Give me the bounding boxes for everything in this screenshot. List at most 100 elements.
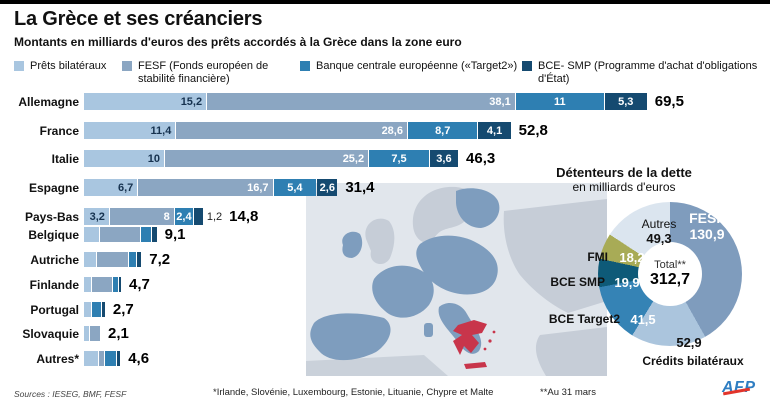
bar-row-italie: Italie 10 25,2 7,5 3,6 46,3	[0, 150, 495, 167]
map-turkey	[535, 327, 607, 376]
segment-value-label: 2,6	[319, 181, 335, 194]
bar-segment-bilateral	[84, 351, 99, 366]
bar-segment-bilateral: 6,7	[84, 179, 138, 196]
bar-row-belgique: Belgique 9,1	[0, 226, 186, 243]
bar-segment-smp: 3,6	[429, 150, 459, 167]
legend-label: BCE- SMP (Programme d'achat d'obligation…	[538, 60, 758, 85]
donut-slice-value-autres: 49,3	[646, 231, 672, 246]
map-ireland	[342, 231, 363, 258]
country-label: Italie	[51, 151, 79, 166]
map-france	[372, 265, 434, 318]
segment-value-label: 6,7	[117, 181, 134, 194]
bar-segment-fesf: 25,2	[165, 150, 369, 167]
country-label: Pays-Bas	[24, 209, 79, 224]
segment-value-label: 4,1	[486, 124, 503, 137]
bar-segment-smp	[194, 208, 203, 225]
country-label: Autriche	[30, 252, 79, 267]
country-label: Allemagne	[18, 94, 79, 109]
donut-title-line2: en milliards d'euros	[572, 180, 676, 194]
segment-value-label: 5,3	[618, 95, 634, 108]
donut-title: Détenteurs de la dette en milliards d'eu…	[548, 165, 700, 194]
map-central-europe	[416, 235, 498, 295]
segment-value-label: 25,2	[342, 152, 365, 165]
bar-segment-target2: 8,7	[407, 122, 478, 139]
europe-map	[306, 183, 607, 376]
legend-label: Banque centrale européenne («Target2»)	[316, 60, 518, 72]
map-sardinia	[424, 323, 433, 337]
country-label: Portugal	[30, 302, 79, 317]
bar-segment-fesf: 38,1	[207, 93, 515, 110]
bar-segment-fesf: 16,7	[138, 179, 273, 196]
bar-row-finlande: Finlande 4,7	[0, 276, 150, 293]
map-eastern-europe	[503, 199, 607, 313]
bar-segment-smp	[152, 227, 157, 242]
bar-segment-smp	[117, 351, 121, 366]
bar-segment-fesf: 8	[109, 208, 174, 225]
bar-row-france: France 11,4 28,6 8,7 4,1 52,8	[0, 122, 548, 139]
donut-center: Total** 312,7	[638, 242, 702, 306]
bar-segment-bilateral: 3,2	[84, 208, 109, 225]
donut-slice-value-crditsbilatraux: 52,9	[676, 335, 702, 350]
bar-segment-target2	[105, 351, 117, 366]
segment-value-label: 2,4	[176, 210, 192, 223]
map-greek-island	[488, 339, 492, 343]
target2-swatch-icon	[300, 61, 310, 71]
segment-value-label: 3,6	[436, 152, 452, 165]
smp-swatch-icon	[522, 61, 532, 71]
row-total-label: 2,1	[107, 325, 129, 342]
map-uk	[365, 218, 395, 265]
legend-label: FESF (Fonds européen de stabilité financ…	[138, 60, 269, 85]
legend-label: Prêts bilatéraux	[30, 60, 107, 72]
footnote-countries: *Irlande, Slovénie, Luxembourg, Estonie,…	[213, 387, 494, 398]
bar-row-paysbas: Pays-Bas 3,2 8 2,4 1,2 14,8	[0, 208, 258, 225]
country-label: France	[39, 123, 79, 138]
bar-row-allemagne: Allemagne 15,2 38,1 11 5,3 69,5	[0, 93, 684, 110]
bar-segment-smp	[101, 302, 105, 317]
donut-slice-label-crditsbilatraux: Crédits bilatéraux	[642, 354, 744, 368]
page-subtitle: Montants en milliards d'euros des prêts …	[14, 35, 462, 49]
row-total-label: 46,3	[466, 150, 496, 167]
bar-segment-target2	[113, 277, 118, 292]
segment-value-label: 3,2	[89, 210, 105, 223]
fesf-swatch-icon	[122, 61, 132, 71]
country-label: Finlande	[29, 277, 79, 292]
row-total-label: 52,8	[518, 122, 548, 139]
row-total-label: 4,7	[129, 276, 150, 293]
map-iberia	[310, 313, 391, 361]
donut-total-value: 312,7	[649, 271, 691, 288]
bar-segment-smp: 4,1	[478, 122, 511, 139]
donut-slice-value-bcetarget2: 41,5	[630, 312, 656, 327]
bar-row-autres: Autres* 4,6	[0, 350, 149, 367]
bar-segment-target2: 11	[515, 93, 604, 110]
bar-segment-fesf	[92, 277, 113, 292]
bar-segment-target2	[92, 302, 101, 317]
bar-segment-fesf	[90, 326, 100, 341]
bar-segment-smp: 2,6	[317, 179, 338, 196]
row-total-label: 9,1	[164, 226, 186, 243]
bar-segment-fesf	[100, 227, 140, 242]
segment-value-label: 8	[163, 210, 170, 223]
donut-slice-label-fmi: FMI	[587, 250, 608, 264]
legend-item-target2: Banque centrale européenne («Target2»)	[300, 60, 517, 73]
bar-row-portugal: Portugal 2,7	[0, 301, 134, 318]
bar-segment-fesf	[96, 252, 128, 267]
map-greek-island	[483, 347, 487, 351]
row-total-label: 2,7	[112, 301, 134, 318]
donut-slice-value-fmi: 18,2	[619, 250, 645, 265]
bar-segment-target2	[140, 227, 152, 242]
country-label: Autres*	[36, 351, 79, 366]
legend-item-fesf: FESF (Fonds européen de stabilité financ…	[122, 60, 282, 86]
bar-segment-target2: 7,5	[369, 150, 429, 167]
footnote-date: **Au 31 mars	[540, 387, 596, 398]
country-label: Slovaquie	[22, 326, 79, 341]
bar-segment-bilateral	[84, 326, 90, 341]
segment-value-label: 7,5	[391, 152, 407, 165]
row-total-label: 7,2	[149, 251, 171, 268]
bar-segment-smp: 5,3	[604, 93, 647, 110]
row-total-label: 31,4	[345, 179, 375, 196]
bar-segment-target2: 5,4	[273, 179, 317, 196]
legend-item-bilateral: Prêts bilatéraux	[14, 60, 106, 73]
bar-segment-smp	[118, 277, 122, 292]
map-finland-baltics	[456, 188, 500, 228]
bar-segment-bilateral	[84, 252, 96, 267]
